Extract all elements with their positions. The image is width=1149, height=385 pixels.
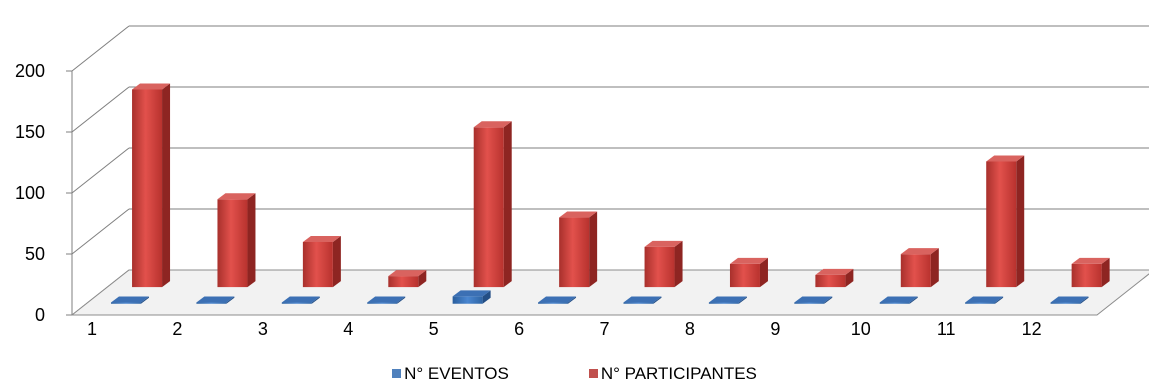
chart-grid — [71, 25, 1149, 316]
x-tick-label: 7 — [599, 319, 609, 339]
x-axis-ticks: 1 2 3 4 5 6 7 8 9 10 11 12 — [87, 319, 1042, 339]
bar-eventos — [1050, 296, 1089, 304]
gridline-side — [71, 147, 130, 194]
bar-participantes — [302, 235, 341, 288]
y-tick-label: 150 — [15, 122, 45, 142]
x-tick-label: 11 — [937, 319, 956, 339]
y-tick-label: 200 — [15, 61, 45, 81]
bar-participantes — [986, 155, 1025, 288]
bar-participantes — [132, 83, 171, 288]
bar-eventos — [538, 296, 577, 304]
bar-participantes — [559, 211, 598, 288]
legend-swatch-participantes — [588, 369, 598, 378]
x-tick-label: 8 — [685, 319, 695, 339]
legend-label-participantes: N° PARTICIPANTES — [600, 363, 757, 383]
gridline-side — [71, 86, 130, 133]
x-tick-label: 12 — [1022, 319, 1042, 339]
x-tick-label: 9 — [770, 319, 780, 339]
bar-eventos — [367, 296, 406, 304]
y-tick-label: 50 — [25, 244, 45, 264]
bar-eventos — [623, 296, 662, 304]
bar-participantes — [473, 121, 512, 288]
bar-eventos — [708, 296, 747, 304]
bar-participantes — [388, 270, 427, 288]
x-tick-label: 1 — [87, 319, 97, 339]
bar-eventos — [281, 296, 320, 304]
y-tick-label: 100 — [15, 183, 45, 203]
x-tick-label: 4 — [343, 319, 353, 339]
bar-eventos — [879, 296, 918, 304]
bar-eventos — [452, 290, 491, 304]
gridline-side — [71, 208, 130, 255]
bar-participantes — [729, 257, 768, 288]
chart-bars — [110, 83, 1110, 304]
x-tick-label: 3 — [258, 319, 268, 339]
x-tick-label: 2 — [172, 319, 182, 339]
bar-participantes — [644, 240, 683, 288]
x-tick-label: 6 — [514, 319, 524, 339]
gridline-side — [71, 25, 130, 72]
chart-legend: N° EVENTOS N° PARTICIPANTES — [0, 362, 1149, 385]
bar-participantes — [1071, 257, 1110, 288]
legend-swatch-eventos — [392, 369, 402, 378]
bar-eventos — [794, 296, 833, 304]
y-tick-label: 0 — [35, 305, 45, 325]
bar-participantes — [815, 268, 854, 288]
bar-participantes — [217, 193, 256, 288]
x-tick-label: 5 — [429, 319, 439, 339]
y-axis-ticks: 0 50 100 150 200 — [15, 61, 72, 325]
legend-item-eventos: N° EVENTOS — [392, 362, 509, 385]
bar-participantes — [900, 248, 939, 288]
bar-eventos — [110, 296, 149, 304]
bar-eventos — [196, 296, 235, 304]
legend-item-participantes: N° PARTICIPANTES — [588, 362, 757, 385]
x-tick-label: 10 — [851, 319, 871, 339]
legend-label-eventos: N° EVENTOS — [404, 363, 509, 383]
bar-eventos — [965, 296, 1004, 304]
